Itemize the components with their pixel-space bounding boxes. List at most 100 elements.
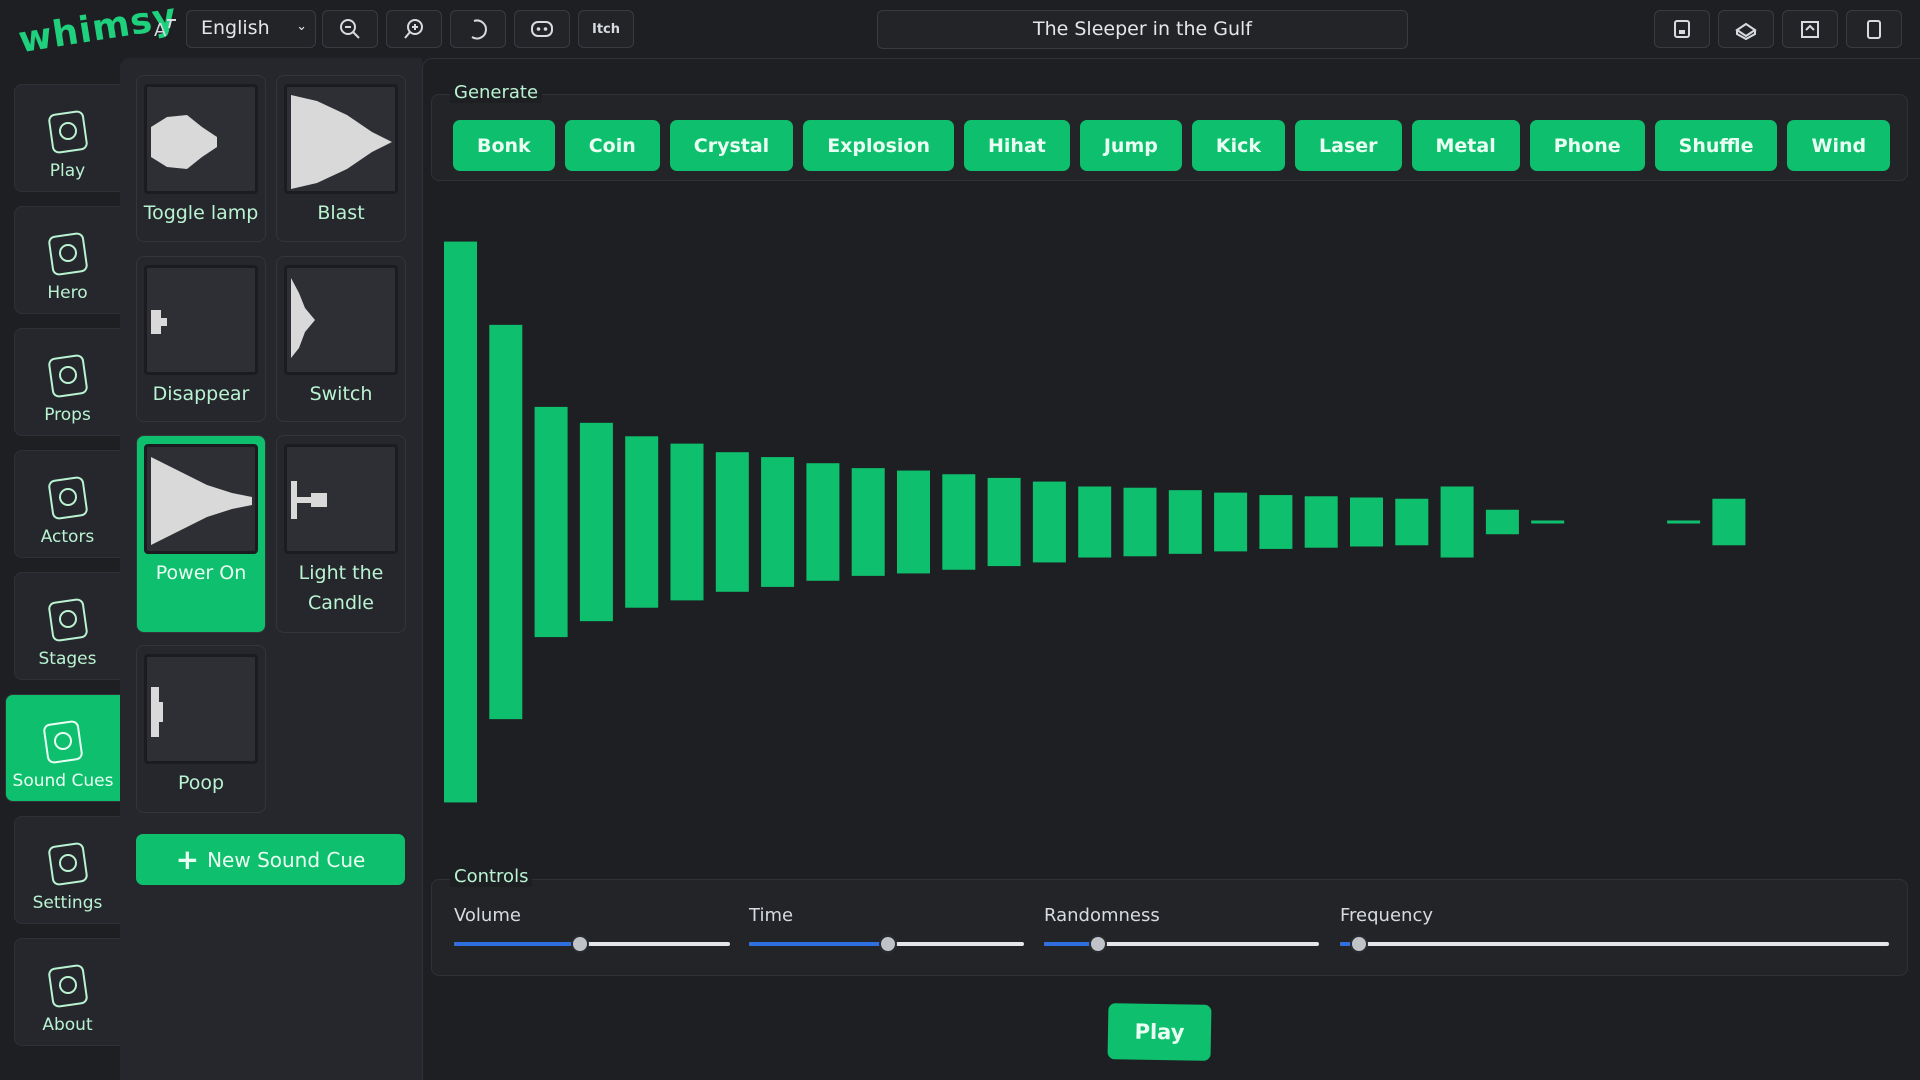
project-title-input[interactable]: The Sleeper in the Gulf — [877, 10, 1408, 49]
play-button[interactable]: Play — [1107, 1003, 1212, 1061]
cue-name: Poop — [177, 772, 225, 794]
icon — [404, 19, 423, 39]
discord-button[interactable] — [514, 10, 570, 48]
generate-button[interactable]: Jump — [1079, 120, 1182, 171]
nav-item[interactable]: Settings — [14, 816, 120, 924]
generate-button[interactable]: Metal — [1411, 120, 1520, 171]
cue-card[interactable]: Poop — [136, 645, 266, 813]
plus-icon: + — [175, 843, 200, 876]
icon-shape — [47, 842, 88, 886]
slider-label: Randomness — [1044, 905, 1160, 926]
export-button[interactable] — [1718, 10, 1774, 48]
slider-track — [454, 942, 730, 946]
icon — [340, 19, 360, 39]
wave-bar — [489, 324, 523, 720]
cue-thumbnail — [144, 444, 258, 554]
generate-button[interactable]: Coin — [564, 120, 660, 171]
generate-button[interactable]: Laser — [1295, 120, 1402, 171]
cue-thumbnail — [144, 84, 258, 194]
nav-item[interactable]: About — [14, 938, 120, 1046]
generate-button[interactable]: Hihat — [964, 120, 1070, 171]
wave-bar — [851, 468, 885, 576]
fullscreen-button[interactable] — [1846, 10, 1902, 48]
cue-wave-shape — [291, 95, 392, 189]
cue-wave — [151, 457, 252, 545]
slider-label: Time — [749, 905, 794, 926]
itch-button[interactable]: Itch — [578, 10, 634, 48]
cue-wave-shape — [151, 115, 217, 169]
controls-box — [431, 879, 1908, 976]
wave-bar — [1440, 486, 1474, 558]
wave-bar — [1485, 509, 1519, 535]
language-select[interactable]: English ⌄ — [186, 10, 316, 48]
icon-shape — [58, 854, 77, 872]
nav-item[interactable]: Play — [14, 84, 120, 192]
cue-thumbnail — [284, 265, 398, 375]
wave-bar — [942, 474, 976, 570]
wave-bar — [761, 457, 795, 587]
nav-label: About — [42, 1015, 93, 1035]
cue-card[interactable]: Disappear — [136, 256, 266, 422]
wave-bar — [1168, 490, 1202, 554]
nav-icon — [47, 232, 88, 276]
nav-item[interactable]: Props — [14, 328, 120, 436]
controls-label: Controls — [450, 866, 533, 887]
redo-button[interactable] — [450, 10, 506, 48]
icon-shape — [43, 720, 83, 764]
cue-name: Toggle lamp — [143, 202, 259, 224]
cue-card[interactable]: Light the Candle — [276, 435, 406, 633]
dropdown-arrow: ⌄ — [296, 19, 307, 34]
slider-thumb[interactable] — [1089, 935, 1107, 953]
nav-icon — [47, 842, 88, 886]
nav-item[interactable]: Hero — [14, 206, 120, 314]
translate-icon: A — [154, 19, 176, 41]
cue-card[interactable]: Toggle lamp — [136, 75, 266, 242]
wave-bar — [1259, 495, 1293, 549]
wave-bar — [1078, 486, 1112, 558]
icon-shape — [47, 964, 88, 1008]
icon — [1674, 20, 1690, 38]
generate-button[interactable]: Explosion — [803, 120, 954, 171]
generate-button[interactable]: Kick — [1191, 120, 1285, 171]
slider-thumb[interactable] — [879, 935, 897, 953]
cue-card[interactable]: Power On — [136, 435, 266, 633]
waveform — [444, 241, 1746, 803]
cue-name: Light the Candle — [298, 562, 384, 614]
nav-item[interactable]: Stages — [14, 572, 120, 680]
save-button[interactable] — [1654, 10, 1710, 48]
wave-bar — [1667, 520, 1701, 524]
generate-button[interactable]: Shuffle — [1654, 120, 1778, 171]
icon — [1867, 20, 1881, 39]
zoom-out-button[interactable] — [322, 10, 378, 48]
generate-buttons: Bonk Coin Crystal Explosion Hihat Jump Kick Las… — [453, 120, 1891, 171]
icon — [531, 21, 553, 37]
nav-item[interactable]: Actors — [14, 450, 120, 558]
wave-bar — [1395, 498, 1429, 546]
wave-bar — [1123, 487, 1157, 557]
cue-wave — [291, 95, 392, 189]
generate-button[interactable]: Bonk — [453, 120, 555, 171]
wave-bar — [1214, 492, 1248, 552]
nav-label: Settings — [32, 893, 103, 913]
slider-fill — [749, 942, 888, 946]
zoom-in-button[interactable] — [386, 10, 442, 48]
cue-card[interactable]: Blast — [276, 75, 406, 242]
new-sound-cue-button[interactable]: + New Sound Cue — [136, 834, 405, 885]
icon-shape — [47, 354, 88, 398]
icon-shape — [58, 610, 77, 628]
slider-thumb[interactable] — [1350, 935, 1368, 953]
nav-icon — [47, 354, 88, 398]
nav-icon — [47, 110, 88, 154]
slider-thumb[interactable] — [571, 935, 589, 953]
generate-button[interactable]: Wind — [1787, 120, 1891, 171]
generate-button[interactable]: Crystal — [669, 120, 794, 171]
nav-label: Hero — [47, 283, 88, 303]
open-button[interactable] — [1782, 10, 1838, 48]
nav-item[interactable]: Sound Cues — [5, 694, 120, 802]
cue-card[interactable]: Switch — [276, 256, 406, 422]
wave-bar — [806, 463, 840, 581]
nav-label: Sound Cues — [12, 771, 114, 791]
generate-button[interactable]: Phone — [1529, 120, 1645, 171]
cue-thumbnail — [144, 265, 258, 375]
